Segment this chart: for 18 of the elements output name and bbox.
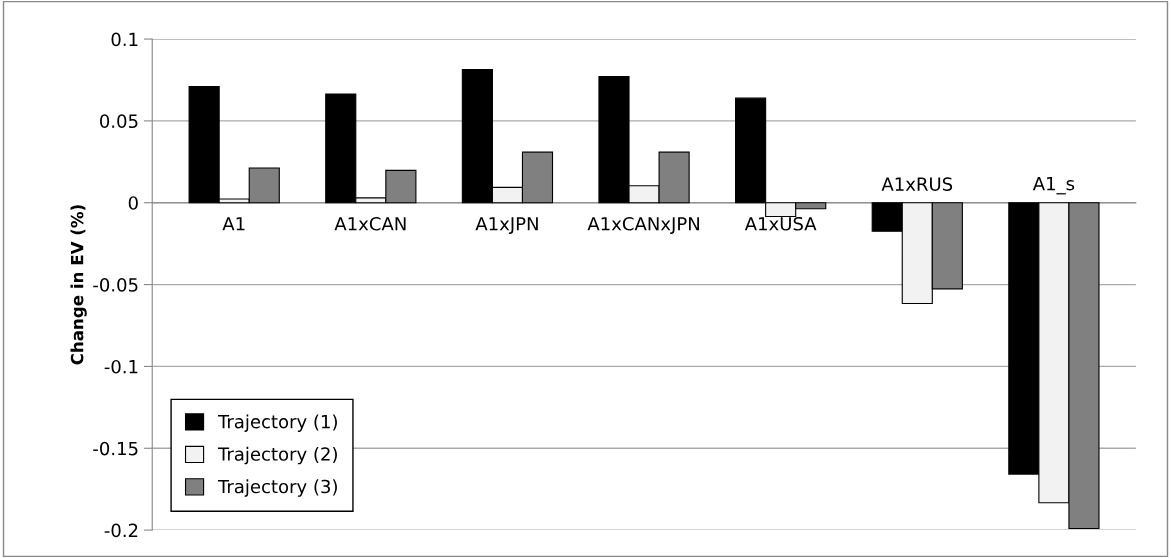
y-tick-label: -0.1	[104, 359, 138, 374]
x-tick-label: A1xCANxJPN	[587, 216, 699, 234]
legend-label: Trajectory (3)	[217, 479, 337, 497]
y-tick-label: -0.2	[104, 523, 138, 538]
y-tick-label: -0.15	[93, 441, 138, 456]
legend-label: Trajectory (1)	[217, 414, 337, 432]
x-tick-label: A1xRUS	[881, 177, 953, 191]
x-tick-label: A1xUSA	[744, 216, 817, 231]
y-tick-label: 0.05	[100, 114, 138, 129]
y-tick-label: 0	[128, 196, 138, 210]
x-tick-label: A1	[222, 217, 245, 231]
x-tick-label: A1xCAN	[334, 216, 406, 231]
y-tick-label: 0.1	[111, 32, 138, 47]
x-tick-label: A1xJPN	[475, 217, 538, 234]
legend-label: Trajectory (2)	[217, 446, 337, 465]
y-axis-title: Change in EV (%)	[70, 205, 87, 365]
x-tick-label: A1_s	[1032, 176, 1075, 195]
y-tick-label: -0.05	[93, 278, 138, 292]
